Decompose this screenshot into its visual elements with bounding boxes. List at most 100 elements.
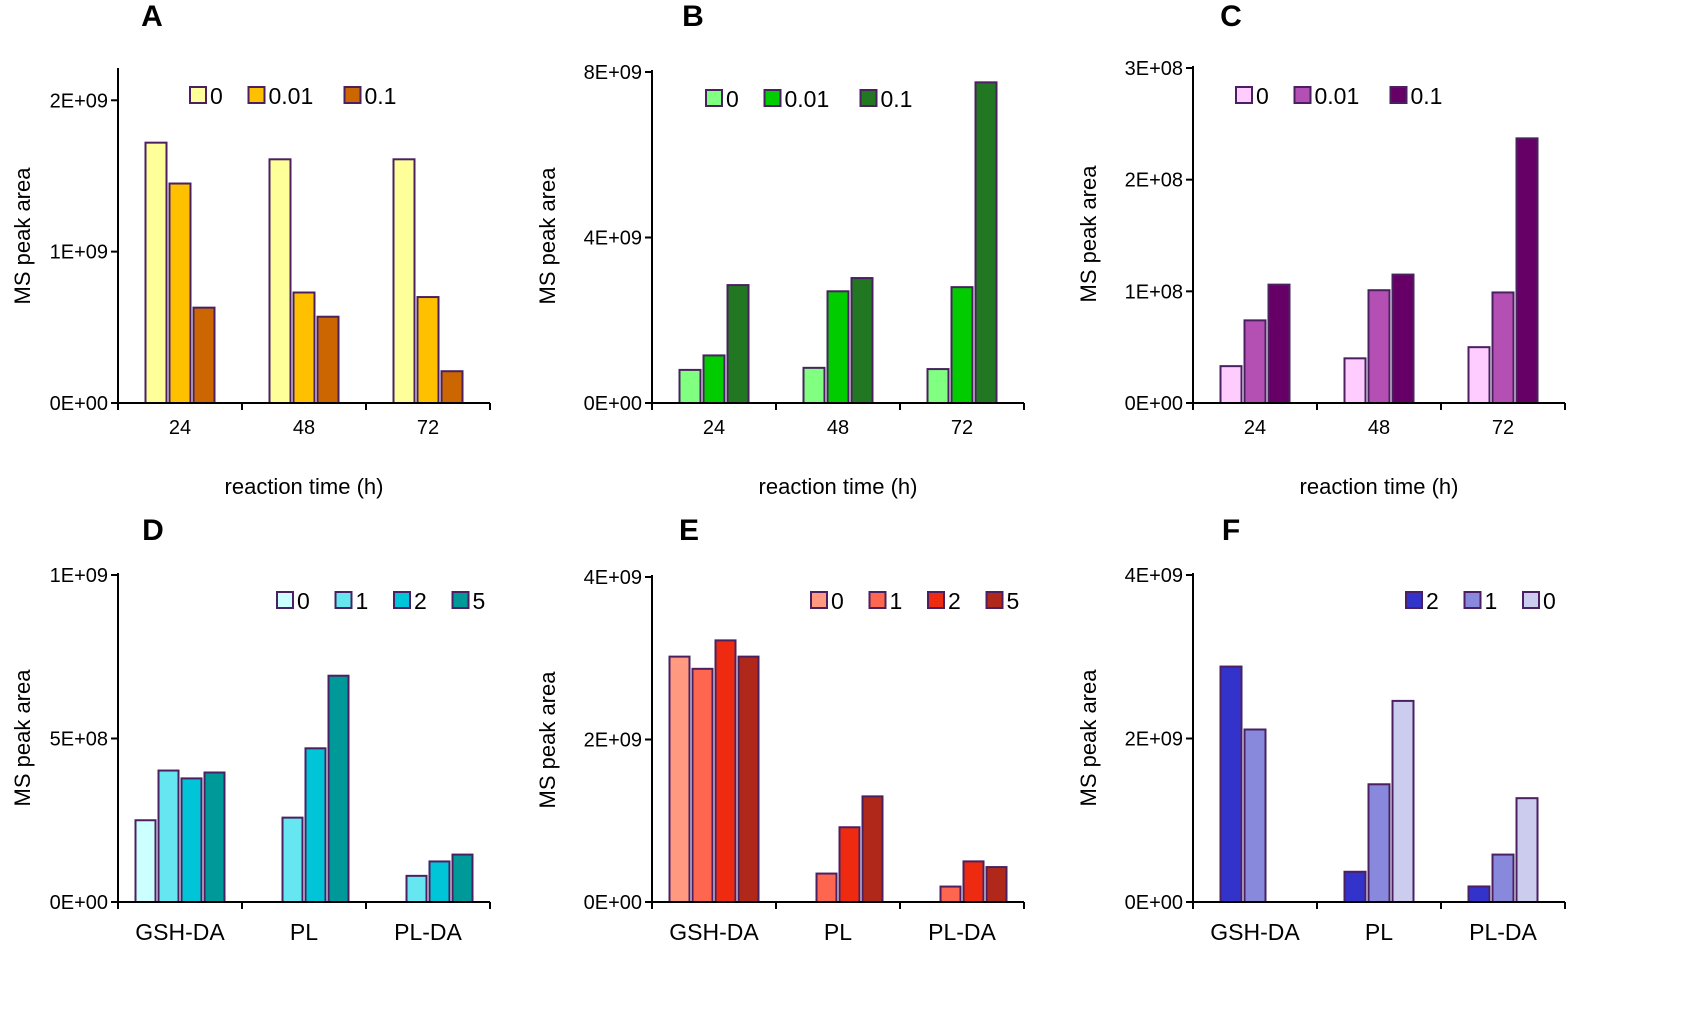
legend-label: 0 — [726, 86, 739, 112]
bar-a-series-2-cat-2 — [440, 370, 464, 404]
x-tick-label: 24 — [169, 417, 191, 439]
bar-a-series-1-cat-2 — [416, 296, 440, 404]
legend-swatch — [927, 591, 945, 609]
y-tick-label: 1E+08 — [1125, 281, 1183, 303]
panel-c: C 0E+00 1E+08 2E+08 3E+08 24 48 72 MS peak area r… — [1076, 0, 1566, 499]
x-tick-label: 72 — [1492, 417, 1514, 439]
bar-a-series-1-cat-1 — [292, 291, 316, 404]
bar-c-series-0-cat-1 — [1343, 357, 1367, 405]
legend-swatch — [393, 591, 411, 609]
legend-swatch — [1389, 86, 1408, 104]
legend-swatch — [859, 89, 878, 107]
bar-b-series-0-cat-2 — [926, 368, 950, 405]
legend-swatch — [1463, 591, 1482, 609]
bar-a-series-2-cat-1 — [316, 315, 340, 404]
x-tick-label: PL — [290, 919, 318, 945]
legend-swatch — [247, 86, 266, 104]
legend-label: 0.1 — [881, 86, 913, 112]
y-tick-label: 2E+08 — [1125, 170, 1183, 192]
bar-e-series-1-cat-0 — [691, 667, 714, 903]
x-tick-label: 72 — [417, 417, 439, 439]
panel-d: D 0E+00 5E+08 1E+09 GSH-DA PL PL-DA MS peak are… — [10, 514, 491, 945]
x-axis-label: reaction time (h) — [1300, 474, 1459, 499]
y-tick-label: 2E+09 — [584, 730, 642, 752]
x-axis-label: reaction time (h) — [759, 474, 918, 499]
legend-swatch — [1293, 86, 1312, 104]
legend-swatch — [334, 591, 353, 609]
bar-f-series-0-cat-0 — [1219, 665, 1243, 903]
legend-label: 0 — [210, 83, 223, 109]
panel-a: A 0E+00 1E+09 2E+09 24 48 72 MS peak area reacti… — [10, 0, 491, 499]
bar-b-series-0-cat-1 — [802, 366, 826, 404]
legend-label: 0.01 — [785, 86, 830, 112]
legend-label: 1 — [890, 588, 903, 614]
x-tick-label: 48 — [293, 417, 315, 439]
bar-a-series-2-cat-0 — [192, 306, 216, 404]
bar-d-series-2-cat-0 — [180, 777, 203, 903]
legend-label: 0.01 — [1315, 83, 1360, 109]
legend-label: 2 — [948, 588, 961, 614]
y-tick-label: 0E+00 — [1125, 892, 1183, 914]
bar-a-series-1-cat-0 — [168, 182, 192, 404]
bar-d-series-1-cat-0 — [157, 769, 180, 904]
bar-c-series-2-cat-2 — [1515, 137, 1539, 404]
legend-label: 0 — [1543, 588, 1556, 614]
bar-f-series-0-cat-2 — [1467, 885, 1491, 904]
x-tick-label: PL-DA — [394, 919, 462, 945]
y-axis-label: MS peak area — [1076, 165, 1101, 303]
y-axis-label: MS peak area — [535, 167, 560, 305]
panel-b: B 0E+00 4E+09 8E+09 24 48 72 MS peak area reacti… — [535, 0, 1025, 499]
panel-letter: A — [141, 0, 163, 33]
bar-e-series-3-cat-1 — [861, 795, 884, 903]
panel-letter: B — [682, 0, 704, 33]
bar-e-series-1-cat-2 — [939, 885, 962, 903]
bar-d-series-0-cat-0 — [134, 819, 157, 903]
x-tick-label: PL — [824, 919, 852, 945]
y-tick-label: 3E+08 — [1125, 58, 1183, 80]
y-tick-label: 2E+09 — [1125, 729, 1183, 751]
panel-f: F 0E+00 2E+09 4E+09 GSH-DA PL PL-DA MS peak are… — [1076, 514, 1566, 945]
x-tick-label: 48 — [827, 417, 849, 439]
x-tick-label: PL — [1365, 919, 1393, 945]
bar-e-series-2-cat-2 — [962, 860, 985, 903]
panel-letter: F — [1222, 514, 1240, 547]
bar-b-series-1-cat-0 — [702, 354, 726, 405]
bar-d-series-1-cat-1 — [281, 816, 304, 903]
legend-label: 0 — [831, 588, 844, 614]
y-tick-label: 5E+08 — [50, 729, 108, 751]
legend-label: 0 — [297, 588, 310, 614]
bar-d-series-3-cat-1 — [327, 674, 350, 903]
bar-d-series-2-cat-1 — [304, 747, 327, 903]
panel-e: E 0E+00 2E+09 4E+09 GSH-DA PL PL-DA MS peak are… — [535, 514, 1025, 945]
bar-e-series-3-cat-0 — [737, 655, 760, 903]
legend-label: 2 — [414, 588, 427, 614]
x-tick-label: 24 — [703, 417, 725, 439]
legend-label: 1 — [356, 588, 369, 614]
bar-d-series-1-cat-2 — [405, 874, 428, 904]
legend-label: 0.01 — [269, 83, 314, 109]
y-tick-label: 0E+00 — [50, 393, 108, 415]
bar-e-series-2-cat-1 — [838, 826, 861, 903]
x-tick-label: GSH-DA — [1210, 919, 1300, 945]
legend-label: 5 — [1007, 588, 1020, 614]
bar-b-series-0-cat-0 — [678, 368, 702, 404]
legend-label: 0 — [1256, 83, 1269, 109]
y-tick-label: 4E+09 — [584, 567, 642, 589]
bar-b-series-2-cat-2 — [974, 81, 998, 404]
bar-f-series-0-cat-1 — [1343, 870, 1367, 904]
y-axis-label: MS peak area — [10, 669, 35, 807]
bar-f-series-1-cat-0 — [1243, 728, 1267, 903]
bar-a-series-0-cat-0 — [144, 141, 168, 404]
legend-swatch — [1522, 591, 1540, 609]
x-tick-label: PL-DA — [1469, 919, 1537, 945]
y-tick-label: 8E+09 — [584, 62, 642, 84]
bar-f-series-2-cat-2 — [1515, 797, 1539, 903]
x-tick-label: GSH-DA — [135, 919, 225, 945]
panel-letter: C — [1220, 0, 1242, 33]
legend-swatch — [276, 591, 294, 609]
y-axis-label: MS peak area — [10, 167, 35, 305]
bar-b-series-2-cat-1 — [850, 277, 874, 404]
bar-d-series-2-cat-2 — [428, 860, 451, 904]
x-tick-label: PL-DA — [928, 919, 996, 945]
